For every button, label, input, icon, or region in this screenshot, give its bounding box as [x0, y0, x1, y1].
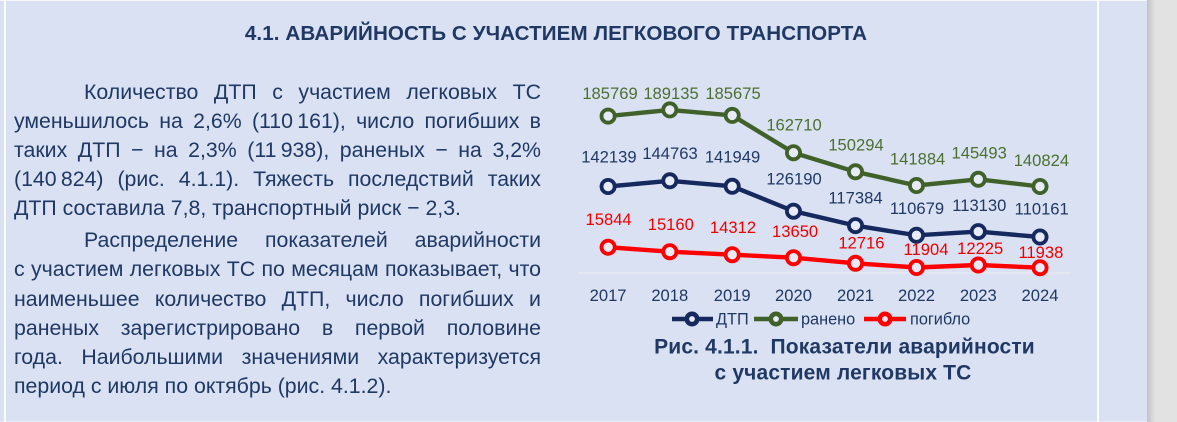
svg-text:110161: 110161	[1015, 200, 1069, 219]
svg-text:12225: 12225	[957, 239, 1003, 258]
svg-text:142139: 142139	[581, 148, 636, 167]
svg-text:2018: 2018	[651, 286, 688, 305]
svg-text:2023: 2023	[960, 286, 997, 305]
svg-text:185675: 185675	[705, 84, 760, 103]
svg-text:126190: 126190	[766, 170, 821, 189]
svg-text:Рис. 4.1.1. Показатели аварий: Рис. 4.1.1. Показатели аварийности	[654, 336, 1035, 359]
svg-text:2020: 2020	[775, 286, 812, 305]
svg-text:ранено: ранено	[801, 310, 855, 328]
svg-text:погибло: погибло	[910, 310, 970, 328]
svg-text:11938: 11938	[1018, 243, 1063, 262]
svg-text:2017: 2017	[590, 286, 627, 305]
svg-text:145493: 145493	[952, 144, 1007, 163]
svg-text:15844: 15844	[586, 210, 632, 229]
svg-text:2024: 2024	[1022, 286, 1059, 305]
svg-text:185769: 185769	[582, 84, 637, 103]
svg-text:110679: 110679	[890, 199, 944, 218]
svg-text:11904: 11904	[904, 240, 949, 259]
svg-text:2022: 2022	[898, 286, 935, 305]
svg-text:с участием легковых ТС: с участием легковых ТС	[715, 362, 972, 385]
svg-text:2019: 2019	[714, 286, 751, 305]
svg-text:13650: 13650	[772, 222, 818, 241]
svg-text:150294: 150294	[828, 136, 883, 155]
svg-text:15160: 15160	[648, 215, 694, 234]
svg-text:12716: 12716	[838, 234, 884, 253]
svg-text:14312: 14312	[710, 218, 756, 237]
svg-text:144763: 144763	[642, 144, 697, 163]
svg-text:ДТП: ДТП	[716, 310, 749, 328]
svg-text:141884: 141884	[890, 149, 945, 168]
svg-text:113130: 113130	[952, 196, 1006, 215]
svg-text:141949: 141949	[705, 148, 760, 167]
svg-text:162710: 162710	[766, 115, 821, 134]
svg-text:140824: 140824	[1014, 151, 1069, 170]
svg-text:189135: 189135	[643, 84, 698, 103]
svg-text:117384: 117384	[828, 188, 882, 207]
svg-text:2021: 2021	[837, 286, 874, 305]
